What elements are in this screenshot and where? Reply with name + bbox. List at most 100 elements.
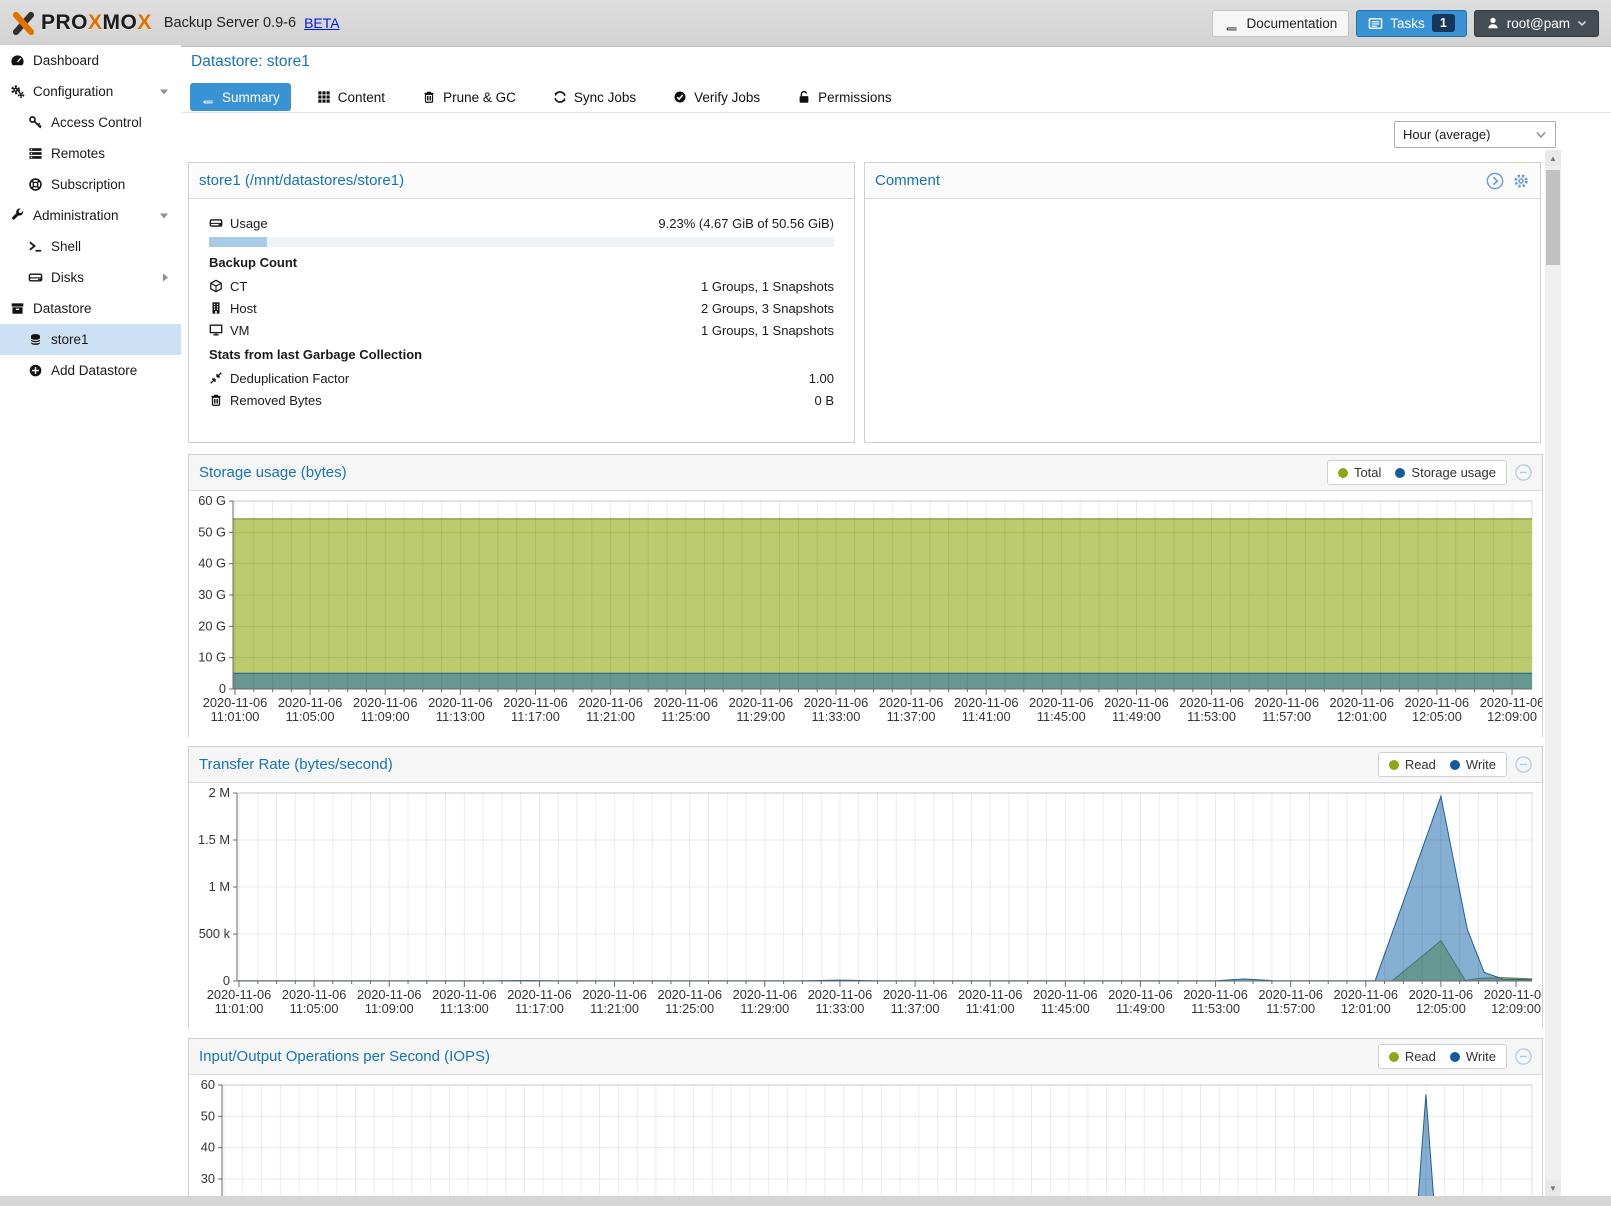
legend-dot-olive xyxy=(1388,760,1399,770)
tab-content[interactable]: Content xyxy=(306,83,396,111)
svg-text:2020-11-06: 2020-11-06 xyxy=(1254,695,1319,710)
legend-dot-olive xyxy=(1388,1052,1399,1062)
usage-progressbar xyxy=(209,237,834,247)
svg-text:50: 50 xyxy=(201,1108,215,1123)
sidebar-item-administration[interactable]: Administration xyxy=(0,200,181,231)
beta-link[interactable]: BETA xyxy=(304,15,340,31)
sidebar-item-access-control[interactable]: Access Control xyxy=(0,107,181,138)
sidebar-item-remotes[interactable]: Remotes xyxy=(0,138,181,169)
iops-chart-svg: 01020304050602020-11-0611:01:002020-11-0… xyxy=(201,1077,1533,1206)
svg-text:11:29:00: 11:29:00 xyxy=(740,1001,789,1016)
legend-write[interactable]: Write xyxy=(1449,757,1496,772)
tasks-button[interactable]: Tasks 1 xyxy=(1356,9,1467,37)
wrench-icon xyxy=(12,208,24,220)
database-icon xyxy=(30,334,41,345)
svg-text:2020-11-06: 2020-11-06 xyxy=(1258,987,1323,1002)
tab-summary[interactable]: Summary xyxy=(190,83,291,111)
tab-verify-jobs[interactable]: Verify Jobs xyxy=(662,83,771,111)
expand-down-icon[interactable] xyxy=(159,211,169,220)
scroll-down-button[interactable]: ▼ xyxy=(1545,1180,1561,1196)
plus-circle-icon xyxy=(29,364,42,377)
comment-body[interactable] xyxy=(865,199,1540,442)
svg-text:11:01:00: 11:01:00 xyxy=(211,709,260,724)
collapse-panel-icon[interactable] xyxy=(1515,756,1532,773)
sync-icon xyxy=(554,91,566,103)
svg-text:2020-11-06: 2020-11-06 xyxy=(1029,695,1094,710)
svg-text:0: 0 xyxy=(219,681,226,696)
vertical-scrollbar[interactable]: ▲ ▼ xyxy=(1545,150,1561,1196)
svg-text:11:09:00: 11:09:00 xyxy=(361,709,410,724)
svg-text:2020-11-06: 2020-11-06 xyxy=(1484,987,1542,1002)
legend-read[interactable]: Read xyxy=(1388,757,1436,772)
sidebar-item-add-datastore[interactable]: Add Datastore xyxy=(0,355,181,386)
sidebar-item-datastore[interactable]: Datastore xyxy=(0,293,181,324)
svg-text:11:13:00: 11:13:00 xyxy=(436,709,485,724)
user-menu-button[interactable]: root@pam xyxy=(1473,9,1599,37)
book-icon xyxy=(203,91,213,104)
svg-text:40: 40 xyxy=(201,1140,215,1155)
proxmox-x-icon xyxy=(12,11,35,35)
svg-text:2020-11-06: 2020-11-06 xyxy=(582,987,647,1002)
scroll-up-button[interactable]: ▲ xyxy=(1545,150,1561,166)
scrollbar-thumb[interactable] xyxy=(1546,170,1560,265)
usage-progress-fill xyxy=(209,237,267,247)
legend-dot-blue xyxy=(1395,468,1406,478)
svg-text:11:37:00: 11:37:00 xyxy=(891,1001,940,1016)
sidebar-item-shell[interactable]: Shell xyxy=(0,231,181,262)
legend-dot-olive xyxy=(1337,468,1348,478)
svg-text:2020-11-06: 2020-11-06 xyxy=(733,987,798,1002)
hdd-icon xyxy=(209,219,223,227)
sidebar-item-disks[interactable]: Disks xyxy=(0,262,181,293)
submit-comment-icon[interactable] xyxy=(1486,172,1504,190)
legend-dot-blue xyxy=(1449,760,1460,770)
legend-storage-usage[interactable]: Storage usage xyxy=(1395,465,1496,480)
vm-row: VM 1 Groups, 1 Snapshots xyxy=(209,320,834,340)
svg-text:2020-11-06: 2020-11-06 xyxy=(357,987,422,1002)
tab-prune-gc[interactable]: Prune & GC xyxy=(411,83,527,111)
chart-legend: Read Write xyxy=(1377,1044,1507,1069)
svg-text:2020-11-06: 2020-11-06 xyxy=(1409,987,1474,1002)
svg-text:2020-11-06: 2020-11-06 xyxy=(203,695,268,710)
iops-panel: Input/Output Operations per Second (IOPS… xyxy=(188,1038,1543,1206)
iops-chart: 01020304050602020-11-0611:01:002020-11-0… xyxy=(189,1075,1542,1206)
svg-text:30: 30 xyxy=(201,1171,215,1186)
svg-text:2020-11-06: 2020-11-06 xyxy=(432,987,497,1002)
gear-icon[interactable] xyxy=(1512,172,1530,190)
svg-text:2020-11-06: 2020-11-06 xyxy=(1405,695,1470,710)
legend-read[interactable]: Read xyxy=(1388,1049,1436,1064)
collapse-panel-icon[interactable] xyxy=(1515,464,1532,481)
timeframe-select[interactable]: Hour (average) xyxy=(1394,121,1556,148)
collapse-panel-icon[interactable] xyxy=(1515,1048,1532,1065)
sidebar-item-configuration[interactable]: Configuration xyxy=(0,76,181,107)
svg-text:11:05:00: 11:05:00 xyxy=(290,1001,339,1016)
main-content: Datastore: store1 Summary Content xyxy=(181,47,1611,1206)
book-icon xyxy=(1227,16,1238,30)
transfer-rate-panel: Transfer Rate (bytes/second) Read Write … xyxy=(188,746,1543,1029)
expand-down-icon[interactable] xyxy=(159,87,169,96)
svg-text:11:57:00: 11:57:00 xyxy=(1262,709,1311,724)
tab-sync-jobs[interactable]: Sync Jobs xyxy=(542,83,647,111)
sidebar-item-store1[interactable]: store1 xyxy=(0,324,181,355)
legend-write[interactable]: Write xyxy=(1449,1049,1496,1064)
chart-legend: Read Write xyxy=(1377,752,1507,777)
tabbar-divider xyxy=(181,112,1611,113)
display-icon xyxy=(209,324,223,336)
chart-title: Input/Output Operations per Second (IOPS… xyxy=(199,1048,490,1065)
chevron-down-icon xyxy=(1577,20,1587,27)
legend-total[interactable]: Total xyxy=(1337,465,1381,480)
expand-right-icon[interactable] xyxy=(161,272,169,283)
svg-text:12:01:00: 12:01:00 xyxy=(1341,1001,1391,1016)
sidebar-item-dashboard[interactable]: Dashboard xyxy=(0,45,181,76)
svg-text:11:53:00: 11:53:00 xyxy=(1191,1001,1240,1016)
bottom-scroll-strip[interactable] xyxy=(0,1196,1611,1206)
svg-text:60 G: 60 G xyxy=(198,493,226,508)
tab-permissions[interactable]: Permissions xyxy=(786,83,903,111)
svg-text:2020-11-06: 2020-11-06 xyxy=(507,987,572,1002)
svg-text:2020-11-06: 2020-11-06 xyxy=(958,987,1023,1002)
storage-usage-chart-svg: 010 G20 G30 G40 G50 G60 G2020-11-0611:01… xyxy=(198,493,1542,724)
backup-count-heading: Backup Count xyxy=(209,255,298,270)
sidebar-item-subscription[interactable]: Subscription xyxy=(0,169,181,200)
documentation-button[interactable]: Documentation xyxy=(1212,9,1350,37)
grid-icon xyxy=(318,91,330,103)
